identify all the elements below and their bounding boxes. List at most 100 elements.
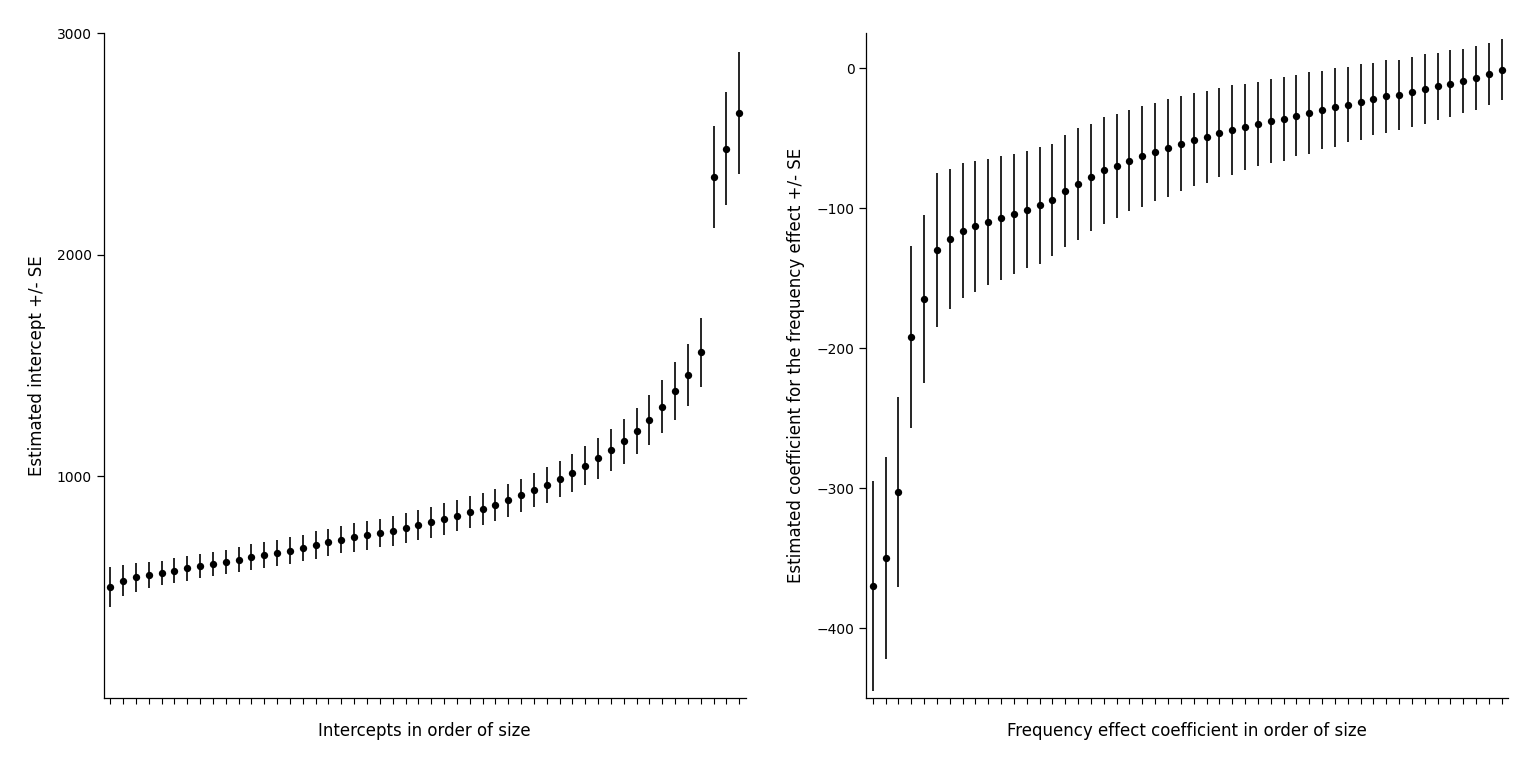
Point [1272, 112, 1296, 124]
Point [535, 478, 559, 491]
Y-axis label: Estimated coefficient for the frequency effect +/- SE: Estimated coefficient for the frequency … [788, 148, 805, 583]
Point [175, 562, 200, 574]
Point [1425, 81, 1450, 93]
Point [1169, 137, 1193, 150]
Point [714, 142, 739, 154]
Point [1104, 160, 1129, 172]
Point [149, 567, 174, 579]
Point [1246, 118, 1270, 131]
Point [316, 536, 341, 548]
Point [1001, 207, 1026, 220]
Point [611, 435, 636, 448]
Point [123, 571, 147, 584]
Point [201, 558, 226, 570]
Point [137, 569, 161, 581]
Point [111, 574, 135, 587]
Point [406, 519, 430, 531]
Point [264, 547, 289, 559]
Point [975, 216, 1000, 228]
Point [637, 414, 662, 426]
Point [496, 494, 521, 506]
Point [1066, 178, 1091, 190]
Point [1040, 194, 1064, 206]
Point [688, 346, 713, 359]
Point [561, 467, 585, 479]
Point [1284, 110, 1309, 122]
Point [1193, 131, 1218, 143]
Point [1014, 204, 1038, 216]
Point [1054, 185, 1078, 197]
Point [381, 525, 406, 537]
Point [585, 452, 610, 465]
Point [419, 516, 444, 528]
Point [1155, 142, 1180, 154]
Point [226, 554, 250, 566]
Point [470, 502, 495, 515]
Point [1310, 104, 1335, 117]
Point [664, 385, 688, 397]
Point [187, 560, 212, 572]
Point [676, 369, 700, 381]
X-axis label: Intercepts in order of size: Intercepts in order of size [318, 722, 531, 740]
Point [1143, 146, 1167, 158]
Point [508, 489, 533, 502]
Point [963, 220, 988, 233]
Point [98, 581, 123, 594]
Point [1452, 74, 1476, 87]
Point [367, 527, 392, 539]
Point [1233, 121, 1258, 133]
Point [1476, 68, 1501, 80]
Point [1207, 127, 1232, 139]
Point [989, 212, 1014, 224]
Point [329, 534, 353, 546]
Point [278, 545, 303, 557]
Point [290, 541, 315, 554]
Point [599, 444, 624, 456]
Point [1296, 107, 1321, 119]
Point [1181, 134, 1206, 146]
Point [1220, 124, 1244, 136]
Point [899, 331, 923, 343]
Point [1413, 83, 1438, 95]
Point [874, 552, 899, 564]
Point [1258, 115, 1283, 127]
Point [1490, 64, 1514, 76]
Y-axis label: Estimated intercept +/- SE: Estimated intercept +/- SE [28, 255, 46, 476]
Point [547, 473, 571, 485]
Point [650, 401, 674, 413]
Point [393, 521, 418, 534]
Point [1092, 164, 1117, 177]
Point [444, 510, 468, 522]
Point [1322, 101, 1347, 114]
Point [432, 513, 456, 525]
Point [343, 531, 367, 544]
Point [355, 529, 379, 541]
Point [702, 171, 727, 184]
Point [1130, 151, 1155, 163]
Point [240, 551, 264, 564]
Point [951, 224, 975, 237]
Point [1078, 171, 1103, 184]
Point [214, 555, 238, 568]
Point [573, 460, 598, 472]
Point [1335, 98, 1359, 111]
Point [1464, 72, 1488, 84]
Point [925, 244, 949, 257]
Point [912, 293, 937, 306]
Point [886, 486, 911, 498]
Point [163, 564, 187, 577]
Point [937, 233, 962, 245]
Point [522, 484, 547, 496]
Point [1028, 199, 1052, 211]
Point [727, 107, 751, 119]
Point [860, 580, 885, 592]
Point [624, 425, 648, 437]
Point [1117, 154, 1141, 167]
Point [1438, 78, 1462, 90]
Point [458, 506, 482, 518]
Point [1361, 93, 1385, 105]
Point [1387, 89, 1412, 101]
Point [1399, 86, 1424, 98]
Point [484, 498, 508, 511]
Point [304, 539, 329, 551]
